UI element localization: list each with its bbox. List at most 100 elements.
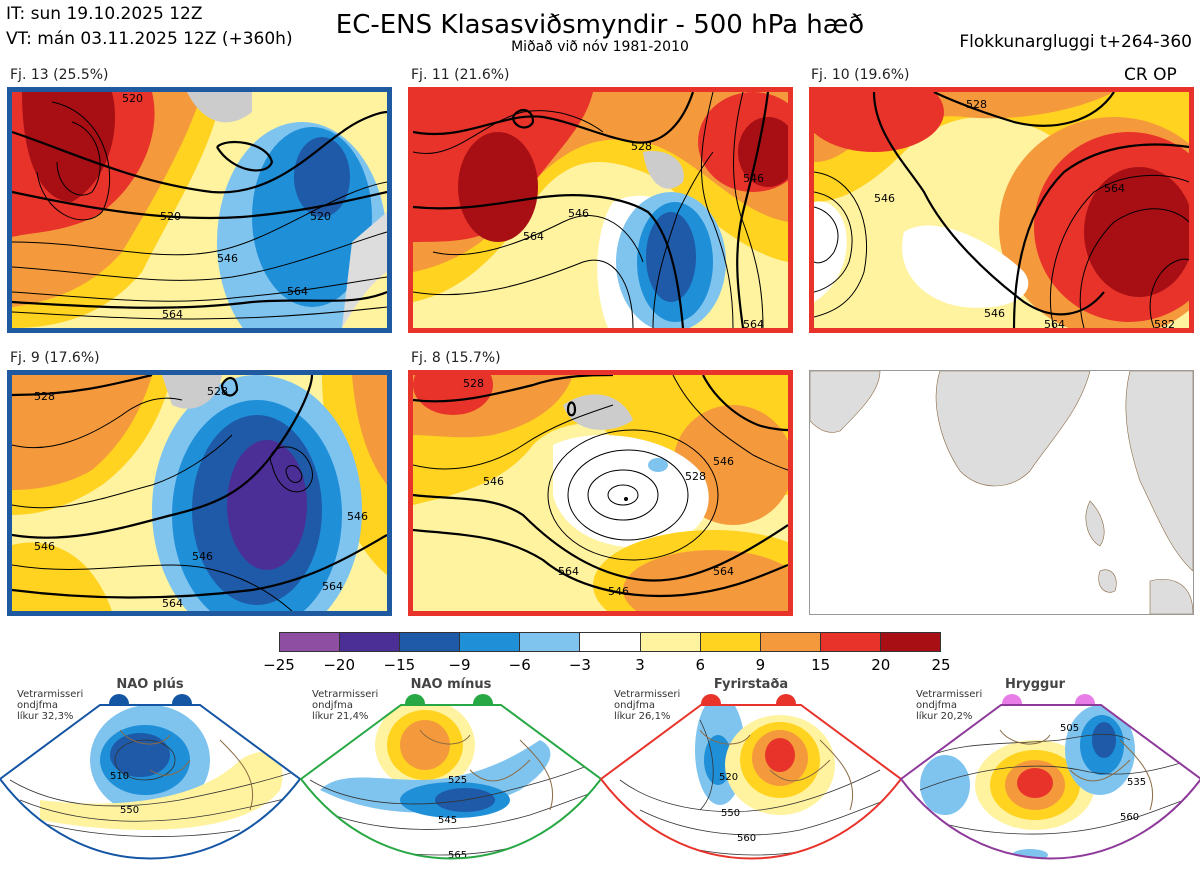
page-title: EC-ENS Klasasviðsmyndir - 500 hPa hæð [335, 10, 865, 40]
contour-label: 528 [207, 385, 228, 398]
contour-label: 546 [608, 585, 629, 598]
colorbar-tick-label: 9 [755, 656, 766, 674]
contour-label: 528 [966, 98, 987, 111]
colorbar-tick-label: 25 [931, 656, 951, 674]
regime-info-line: líkur 32,3% [17, 711, 74, 722]
contour-label: 545 [438, 815, 457, 826]
contour-label: 505 [1060, 723, 1079, 734]
regime-title: NAO mínus [410, 677, 492, 692]
contour-label: 564 [1044, 318, 1065, 328]
colorbar-segment [280, 633, 341, 651]
contour-label: 560 [737, 833, 756, 844]
contour-label: 528 [631, 140, 652, 153]
colorbar-tick-label: −25 [263, 656, 295, 674]
contour-label: 546 [192, 550, 213, 563]
contour-label: 546 [217, 252, 238, 265]
contour-label: 564 [558, 565, 579, 578]
contour-label: 550 [120, 805, 139, 816]
contour-label: 528 [463, 377, 484, 390]
contour-label: 564 [1104, 182, 1125, 195]
empty-map-panel [809, 370, 1194, 615]
cluster-map-10: 528 546 564 546 564 582 [809, 87, 1194, 333]
colorbar-segment [700, 633, 761, 651]
regime-info-line: Vetrarmisseri [312, 689, 379, 700]
contour-label: 546 [743, 172, 764, 185]
colorbar-tick-label: 6 [695, 656, 706, 674]
contour-label: 564 [713, 565, 734, 578]
regime-title: Hryggur [1004, 677, 1066, 692]
page-subtitle: Miðað við nóv 1981-2010 [511, 39, 689, 55]
colorbar-segment [340, 633, 401, 651]
cluster-label: Fj. 13 (25.5%) [10, 67, 109, 83]
contour-label: 546 [874, 192, 895, 205]
contour-label: 564 [322, 580, 343, 593]
regime-info-line: ondjfma [17, 700, 58, 711]
regime-info: Vetrarmisseri ondjfma líkur 21,4% [312, 689, 378, 722]
colorbar-tick-label: −15 [383, 656, 416, 674]
regime-info-line: ondjfma [614, 700, 655, 711]
cr-op-label: CR OP [1124, 65, 1177, 85]
colorbar-tick-label: 15 [811, 656, 831, 674]
colorbar-segment [760, 633, 821, 651]
colorbar-segment [580, 633, 641, 651]
contour-label: 564 [162, 597, 183, 610]
cluster-label: Fj. 8 (15.7%) [411, 350, 501, 366]
regime-info-line: ondjfma [916, 700, 957, 711]
contour-label: 564 [287, 285, 308, 298]
contour-label: 546 [347, 510, 368, 523]
colorbar-tick-label: −3 [568, 656, 591, 674]
cluster-map-8: 528 546 528 546 564 546 564 [408, 370, 793, 616]
contour-label: 546 [34, 540, 55, 553]
regime-title: NAO plús [116, 677, 184, 692]
contour-label: 546 [568, 207, 589, 220]
cluster-label: Fj. 9 (17.6%) [10, 350, 100, 366]
colorbar [279, 632, 941, 652]
contour-label: 520 [122, 92, 143, 105]
colorbar-segment [640, 633, 701, 651]
classification-window: Flokkunargluggi t+264-360 [959, 32, 1192, 52]
colorbar-tick-label: −6 [508, 656, 531, 674]
regime-info-line: ondjfma [312, 700, 353, 711]
contour-label: 550 [721, 808, 740, 819]
contour-label: 560 [1120, 812, 1139, 823]
cluster-map-11: 528 546 564 546 564 [408, 87, 793, 333]
regime-info: Vetrarmisseri ondjfma líkur 26,1% [614, 689, 680, 722]
colorbar-tick-label: 3 [635, 656, 645, 674]
contour-label: 546 [483, 475, 504, 488]
cluster-label: Fj. 11 (21.6%) [411, 67, 510, 83]
regime-maps: 510 550 525 545 565 [0, 704, 1200, 861]
contour-label: 546 [713, 455, 734, 468]
contour-label: 582 [1154, 318, 1175, 328]
contour-label: 565 [448, 850, 467, 861]
colorbar-tick-label: −20 [323, 656, 355, 674]
regime-info-line: Vetrarmisseri [17, 689, 84, 700]
valid-time: VT: mán 03.11.2025 12Z (+360h) [6, 29, 293, 49]
initial-time: IT: sun 19.10.2025 12Z [6, 4, 203, 24]
cluster-map-13: 520 520 520 546 564 564 [7, 87, 392, 333]
regime-info-line: Vetrarmisseri [614, 689, 681, 700]
colorbar-segment [880, 633, 941, 651]
cluster-map-9: 528 528 546 546 564 546 564 [7, 370, 392, 616]
contour-label: 528 [685, 470, 706, 483]
contour-label: 564 [162, 308, 183, 321]
contour-label: 520 [310, 210, 331, 223]
colorbar-tick-label: −9 [448, 656, 471, 674]
contour-label: 546 [984, 307, 1005, 320]
colorbar-segment [520, 633, 581, 651]
regime-map-ridge: 505 535 560 [901, 705, 1200, 859]
contour-label: 525 [448, 775, 467, 786]
contour-label: 535 [1127, 777, 1146, 788]
regime-info-line: Vetrarmisseri [916, 689, 983, 700]
contour-label: 520 [719, 772, 738, 783]
regime-map-nao-plus: 510 550 [0, 705, 300, 859]
regime-info-line: líkur 20,2% [916, 711, 973, 722]
contour-label: 520 [160, 210, 181, 223]
cluster-label: Fj. 10 (19.6%) [811, 67, 910, 83]
regime-map-blocking: 520 550 560 [601, 705, 901, 859]
regime-map-nao-minus: 525 545 565 [301, 705, 601, 861]
colorbar-tick-label: 20 [871, 656, 891, 674]
regime-title: Fyrirstaða [713, 677, 789, 692]
contour-label: 510 [110, 771, 129, 782]
contour-label: 564 [743, 318, 764, 328]
contour-label: 564 [523, 230, 544, 243]
